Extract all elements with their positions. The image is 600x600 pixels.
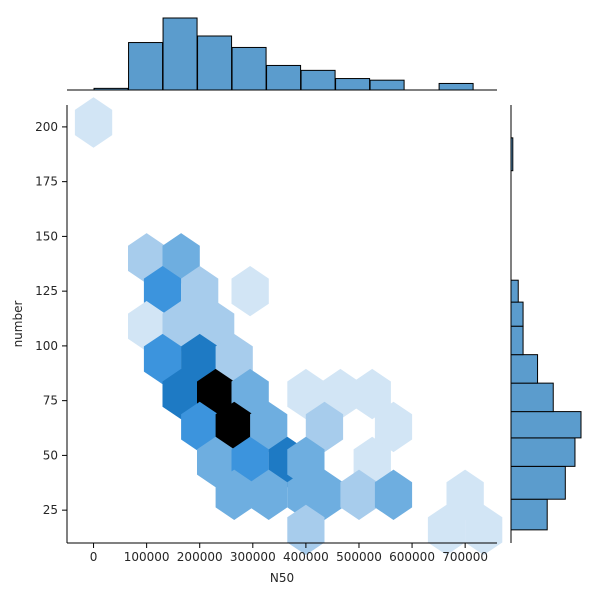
top-histogram-bar [128,42,164,91]
y-tick-label: 175 [35,175,58,189]
y-tick-label: 75 [43,394,58,408]
hexbin-cell [215,469,253,520]
hexbin-cell [181,266,219,317]
y-tick-label: 200 [35,120,58,134]
hexbin-layer [74,97,503,555]
x-axis-ticks: 0 100000 200000 300000 400000 500000 600000 700… [90,543,488,564]
hexbin-cell [374,469,413,520]
hexbin-cell [287,504,325,555]
hexbin-cell [231,266,269,317]
hexbin-cell [465,504,503,555]
y-tick-label: 100 [35,339,58,353]
hexbin-cell [287,436,325,488]
y-tick-label: 25 [43,503,58,517]
y-tick-label: 50 [43,448,58,462]
hexbin-cell [143,266,182,317]
y-axis-ticks: 25 50 75 100 125 150 175 200 [35,120,67,517]
right-histogram-bar [510,325,524,356]
x-axis-label: N50 [270,571,294,585]
top-histogram-bar [231,46,267,91]
y-tick-label: 125 [35,284,58,298]
hexbin-cell [446,469,484,520]
x-tick-label: 600000 [389,550,435,564]
right-histogram-bar [510,279,519,303]
hexbin-cell [74,97,113,148]
x-tick-label: 300000 [230,550,276,564]
right-histogram-bar [510,465,566,500]
top-histogram-bar [162,17,198,91]
right-histogram-bar [510,498,548,531]
top-histogram-bar [369,79,405,91]
hexbin-cell [287,368,325,420]
y-tick-label: 150 [35,229,58,243]
hexbin-cell [353,368,391,420]
right-histogram-bar [510,301,524,327]
x-tick-label: 500000 [336,550,382,564]
hexbin-cell [143,333,182,385]
hexbin-cell [250,401,288,453]
hexbin-cell [215,333,253,385]
hexbin-cell [305,469,344,520]
top-marginal-histogram [67,17,497,91]
right-histogram-bar [510,437,576,467]
top-histogram-bar [335,78,371,91]
right-histogram-bar [510,411,582,439]
right-marginal-histogram [510,105,582,543]
hexbin-cell [162,368,200,420]
hexbin-cell [181,333,219,385]
top-histogram-bar [300,69,336,91]
hexbin-cell [427,504,466,555]
right-histogram-bar [510,354,539,384]
right-histogram-bar [510,382,554,413]
hexbin-cell [215,401,253,453]
y-axis-label: number [11,301,25,348]
hexbin-cell [374,401,413,453]
hexbin-cell [340,469,378,520]
hexbin-cell [162,301,200,352]
top-histogram-bar [438,82,474,91]
hexbin-cell [181,401,219,453]
joint-plot-area: 0 100000 200000 300000 400000 500000 600000 700… [11,97,503,585]
hexbin-cell [162,233,200,284]
x-tick-label: 700000 [442,550,488,564]
x-tick-label: 400000 [283,550,329,564]
hexbin-cell [197,436,235,488]
hexbin-cell [305,401,344,453]
hexbin-cell [250,469,288,520]
x-tick-label: 100000 [124,550,170,564]
top-histogram-bar [266,64,302,91]
x-tick-label: 0 [90,550,98,564]
top-histogram-bar [197,35,233,91]
x-tick-label: 200000 [177,550,223,564]
